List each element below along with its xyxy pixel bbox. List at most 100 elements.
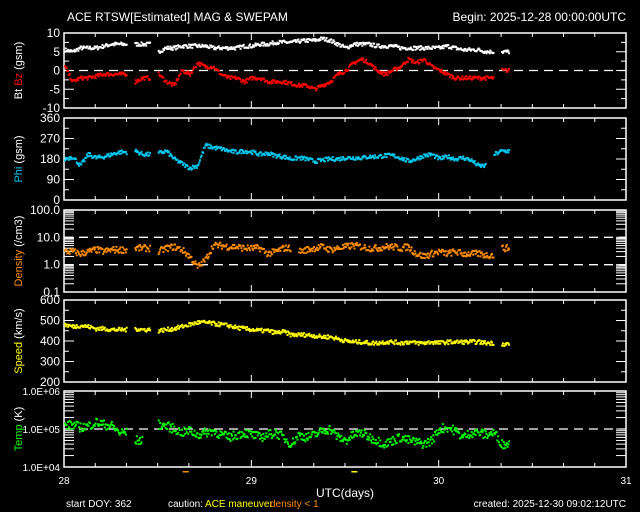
data-dot (398, 66, 401, 69)
data-dot (466, 49, 468, 52)
data-dot (285, 438, 288, 441)
y-tick-label: 1.0E+06 (22, 387, 60, 398)
data-dot (198, 161, 201, 164)
data-dot (144, 42, 147, 45)
data-dot (305, 252, 308, 255)
data-dot (218, 434, 221, 437)
data-dot (498, 441, 500, 444)
data-dot (489, 433, 492, 436)
data-dot (432, 65, 435, 68)
data-dot (505, 343, 507, 346)
data-dot (476, 429, 479, 432)
data-dot (78, 253, 81, 256)
data-dot (249, 249, 251, 252)
data-dot (480, 76, 482, 79)
data-dot (373, 442, 376, 444)
data-dot (473, 249, 476, 252)
data-dot (409, 58, 412, 61)
data-dot (494, 433, 497, 436)
data-dot (380, 73, 383, 76)
data-dot (181, 251, 184, 254)
data-dot (483, 342, 486, 344)
data-dot (434, 431, 436, 433)
data-dot (429, 154, 432, 157)
data-dot (370, 63, 373, 66)
data-dot (396, 245, 399, 248)
data-point (188, 74, 191, 77)
data-dot (470, 251, 473, 254)
data-dot (354, 42, 357, 45)
data-dot (437, 158, 440, 161)
data-dot (74, 158, 77, 160)
data-dot (398, 433, 401, 436)
data-dot (427, 45, 430, 48)
data-dot (181, 164, 184, 167)
data-dot (447, 157, 450, 160)
data-dot (348, 438, 351, 441)
data-dot (370, 250, 372, 253)
data-dot (479, 78, 482, 81)
data-dot (377, 436, 380, 439)
data-point (196, 432, 199, 435)
data-dot (361, 435, 364, 438)
data-dot (322, 336, 325, 339)
data-dot (341, 243, 344, 246)
data-dot (161, 246, 164, 249)
data-dot (143, 78, 146, 81)
data-dot (184, 166, 187, 169)
data-dot (441, 423, 444, 426)
data-dot (202, 429, 205, 432)
data-dot (101, 44, 104, 46)
data-dot (324, 39, 327, 42)
data-dot (448, 157, 451, 159)
density-low-legend: density < 1 (270, 499, 319, 510)
data-dot (473, 160, 476, 163)
data-dot (280, 156, 283, 159)
data-dot (486, 255, 489, 257)
data-dot (209, 147, 212, 150)
data-dot (420, 58, 423, 61)
data-point (181, 46, 184, 49)
data-dot (265, 250, 268, 253)
data-dot (91, 427, 94, 430)
data-dot (466, 78, 469, 80)
data-dot (94, 327, 97, 330)
data-dot (262, 433, 265, 435)
data-dot (80, 250, 83, 253)
data-dot (207, 322, 210, 325)
data-dot (442, 71, 445, 74)
data-dot (185, 70, 188, 73)
data-point (438, 157, 441, 160)
data-dot (451, 75, 454, 77)
data-dot (436, 251, 439, 254)
data-point (251, 78, 254, 81)
data-point (118, 433, 121, 436)
data-dot (284, 154, 287, 157)
y-tick-label: 90 (47, 173, 61, 187)
data-dot (366, 339, 369, 342)
data-dot (96, 45, 98, 48)
data-dot (236, 326, 239, 329)
data-dot (228, 75, 231, 78)
data-dot (423, 48, 426, 51)
data-dot (82, 158, 85, 161)
data-point (251, 435, 254, 438)
data-dot (71, 247, 73, 250)
data-dot (161, 423, 164, 426)
data-dot (225, 322, 228, 325)
data-dot (398, 67, 401, 70)
data-dot (373, 42, 376, 45)
data-dot (416, 157, 418, 160)
data-dot (437, 342, 440, 345)
data-dot (272, 434, 275, 437)
data-dot (331, 80, 334, 83)
data-dot (253, 44, 256, 47)
data-dot (320, 427, 322, 430)
series-density (64, 241, 511, 269)
data-dot (121, 428, 123, 431)
data-point (134, 150, 137, 153)
data-dot (197, 163, 200, 166)
data-point (188, 46, 191, 49)
data-dot (338, 246, 340, 249)
